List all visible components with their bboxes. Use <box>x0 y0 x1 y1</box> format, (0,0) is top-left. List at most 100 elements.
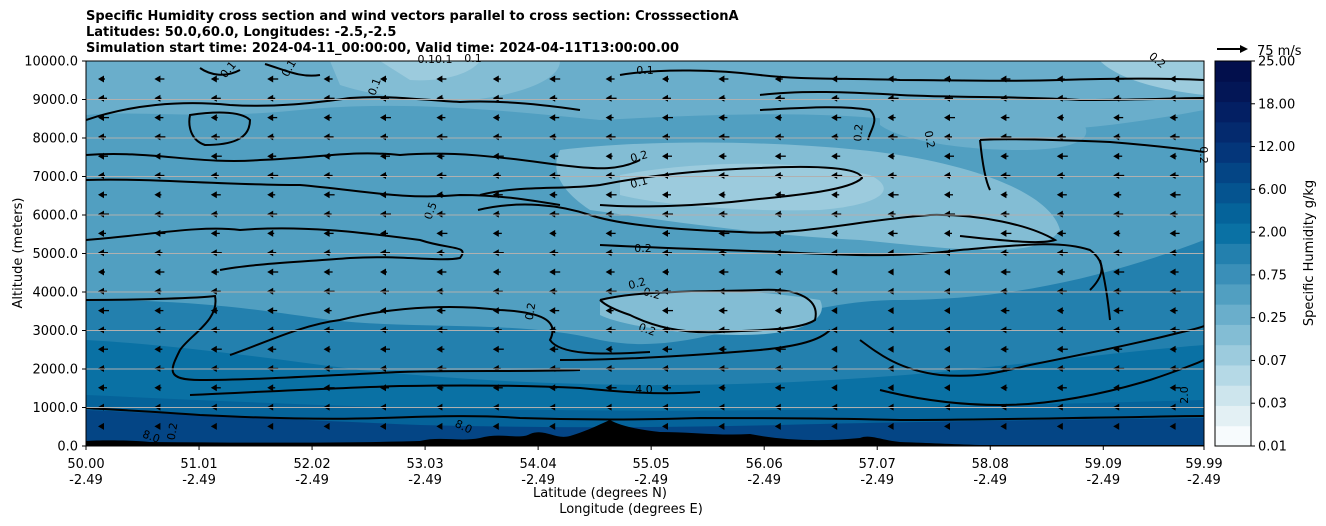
wind-vector-arrow <box>887 152 895 160</box>
wind-vector-arrow <box>323 287 335 295</box>
x-tick-label-lon: -2.49 <box>69 473 103 488</box>
wind-vector-arrow <box>267 268 279 276</box>
wind-vector-arrow <box>154 172 165 179</box>
wind-vector-arrow <box>1113 384 1122 392</box>
wind-vector-arrow <box>98 326 106 334</box>
wind-vector-arrow <box>1056 345 1068 353</box>
wind-vector-arrow <box>831 268 838 276</box>
wind-vector-arrow <box>98 345 108 353</box>
wind-vector-arrow <box>662 345 672 353</box>
wind-vector-arrow <box>380 287 389 295</box>
wind-vector-arrow <box>154 191 162 199</box>
wind-vector-arrow <box>154 422 161 430</box>
wind-vector-arrow <box>831 133 839 141</box>
x-tick-label-lat: 53.03 <box>406 457 443 472</box>
wind-vector-arrow <box>267 345 277 353</box>
contour-label: 0.2 <box>165 422 181 441</box>
wind-vector-arrow <box>323 94 335 102</box>
wind-vector-arrow <box>662 172 669 179</box>
wind-vector-arrow <box>662 75 669 83</box>
wind-vector-arrow <box>1169 287 1181 295</box>
wind-vector-arrow <box>1169 172 1179 179</box>
wind-vector-arrow <box>605 384 617 392</box>
chart-title-line-2: Latitudes: 50.0,60.0, Longitudes: -2.5,-… <box>86 25 397 40</box>
wind-vector-arrow <box>210 210 218 218</box>
wind-vector-arrow <box>154 326 166 334</box>
wind-vector-arrow <box>944 326 950 334</box>
wind-vector-arrow <box>1113 152 1123 160</box>
wind-vector-arrow <box>774 229 784 237</box>
wind-vector-arrow <box>774 287 785 295</box>
wind-vector-arrow <box>944 268 950 276</box>
wind-vector-arrow <box>774 249 786 257</box>
wind-vector-arrow <box>1056 249 1068 257</box>
wind-vector-arrow <box>944 287 950 295</box>
wind-vector-arrow <box>718 229 730 237</box>
wind-vector-arrow <box>436 422 443 430</box>
wind-vector-arrow <box>154 384 162 392</box>
contour-label: 0.2 <box>851 123 865 142</box>
wind-vector-arrow <box>323 422 330 430</box>
colorbar-segment <box>1215 263 1251 285</box>
wind-vector-arrow <box>1000 345 1009 353</box>
wind-vector-arrow <box>154 307 164 315</box>
wind-vector-arrow <box>436 229 448 237</box>
wind-vector-arrow <box>831 384 838 392</box>
wind-vector-arrow <box>549 422 556 430</box>
y-tick-label: 3000.0 <box>33 324 79 339</box>
wind-vector-arrow <box>887 307 894 315</box>
wind-vector-arrow <box>436 384 444 392</box>
colorbar-tick-label: 0.01 <box>1258 440 1287 455</box>
colorbar-tick-label: 6.00 <box>1258 183 1287 198</box>
wind-vector-arrow <box>549 114 560 122</box>
wind-vector-arrow <box>944 75 951 83</box>
colorbar-segment <box>1215 304 1251 325</box>
wind-vector-arrow <box>380 191 389 199</box>
wind-vector-arrow <box>718 152 727 160</box>
wind-vector-arrow <box>1000 422 1007 430</box>
wind-vector-arrow <box>492 191 503 199</box>
x-tick-label-lon: -2.49 <box>295 473 329 488</box>
wind-vector-arrow <box>549 229 557 237</box>
wind-vector-arrow <box>887 210 896 218</box>
x-tick-label-lat: 59.99 <box>1185 457 1222 472</box>
wind-vector-arrow <box>944 249 950 257</box>
wind-vector-arrow <box>831 210 842 218</box>
colorbar-label: Specific Humidity g/kg <box>1302 180 1317 326</box>
wind-vector-arrow <box>380 345 390 353</box>
wind-vector-arrow <box>1000 75 1011 83</box>
wind-vector-arrow <box>549 345 559 353</box>
wind-vector-arrow <box>323 152 331 160</box>
wind-vector-arrow <box>154 268 165 276</box>
wind-vector-arrow <box>210 307 218 315</box>
wind-vector-arrow <box>887 133 898 141</box>
wind-vector-arrow <box>323 210 332 218</box>
wind-vector-arrow <box>1000 172 1011 179</box>
wind-vector-arrow <box>380 384 389 392</box>
wind-vector-arrow <box>718 307 728 315</box>
wind-vector-arrow <box>718 287 726 295</box>
x-tick-label-lat: 54.04 <box>520 457 557 472</box>
wind-vector-arrow <box>1000 152 1009 160</box>
wind-vector-arrow <box>549 268 561 276</box>
wind-vector-arrow <box>1113 287 1122 295</box>
wind-vector-arrow <box>380 268 387 276</box>
y-tick-label: 7000.0 <box>33 170 79 185</box>
wind-vector-arrow <box>774 326 784 334</box>
wind-vector-arrow <box>267 75 279 83</box>
contour-label: 0.1 <box>636 64 654 77</box>
y-axis-label: Altitude (meters) <box>11 198 26 309</box>
wind-vector-arrow <box>323 345 331 353</box>
wind-vector-arrow <box>436 345 445 353</box>
wind-vector-arrow <box>98 307 109 315</box>
x-tick-label-lon: -2.49 <box>521 473 555 488</box>
wind-vector-arrow <box>98 249 108 257</box>
wind-vector-arrow <box>774 191 785 199</box>
wind-vector-arrow <box>154 133 166 141</box>
x-tick-label-lat: 58.08 <box>972 457 1009 472</box>
wind-vector-arrow <box>323 172 333 179</box>
wind-vector-arrow <box>380 326 388 334</box>
wind-vector-arrow <box>210 268 219 276</box>
wind-vector-arrow <box>831 172 843 179</box>
wind-vector-arrow <box>1169 133 1180 141</box>
